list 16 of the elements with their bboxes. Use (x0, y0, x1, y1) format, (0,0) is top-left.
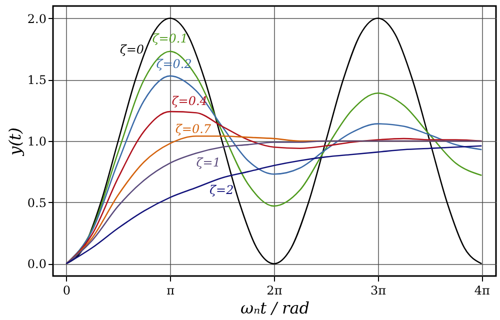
x-tick-label: π (166, 284, 175, 298)
y-tick-label: 1.5 (27, 73, 46, 88)
x-tick-label: 0 (62, 284, 71, 298)
y-tick-label: 2.0 (27, 12, 46, 26)
x-axis-title: ωₙt / rad (240, 298, 310, 318)
y-tick-label: 0.0 (27, 257, 46, 272)
y-axis-title: y(t) (5, 128, 24, 156)
series-label: ζ=2 (210, 182, 234, 197)
x-tick-label: 4π (474, 284, 490, 298)
series-label: ζ=0 (120, 42, 144, 56)
x-tick-label: 2π (266, 284, 282, 298)
y-tick-label: 0.5 (27, 196, 46, 210)
series-label: ζ=0.7 (175, 122, 212, 136)
y-tick-label: 1.0 (27, 134, 46, 148)
series-label: ζ=1 (196, 155, 220, 170)
x-tick-label: 3π (370, 284, 386, 298)
